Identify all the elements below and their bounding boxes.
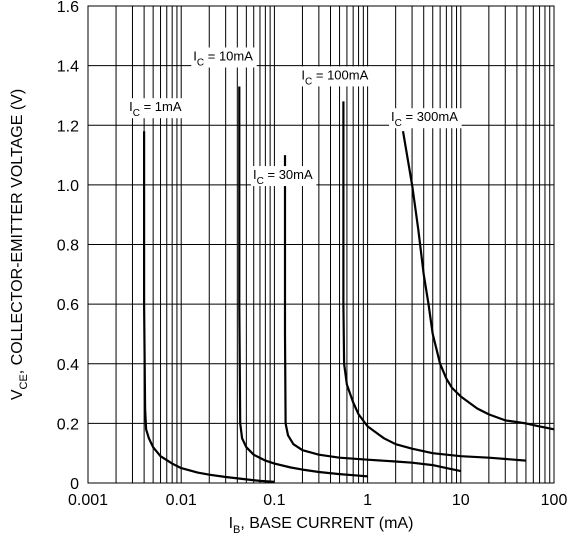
series-curve xyxy=(283,155,462,473)
y-tick-label: 0.2 xyxy=(57,416,79,433)
y-tick-label: 0.6 xyxy=(57,297,79,314)
plot-frame xyxy=(87,5,555,484)
curve-label-background xyxy=(127,98,186,119)
series-curve xyxy=(401,131,555,431)
x-tick-label: 1 xyxy=(363,492,372,509)
x-axis-title: IB, BASE CURRENT (mA) xyxy=(229,515,414,536)
series-curve xyxy=(143,131,275,483)
series-curve xyxy=(342,101,526,462)
y-tick-label: 0.4 xyxy=(57,357,79,374)
curves xyxy=(143,86,555,483)
y-tick-label: 0.8 xyxy=(57,238,79,255)
curve-label-background xyxy=(299,66,373,87)
curve-label-background xyxy=(191,47,257,68)
y-tick-label: 1.2 xyxy=(57,118,79,135)
curve-label-background xyxy=(251,166,317,187)
series-curve xyxy=(238,86,368,478)
y-tick-label: 1.6 xyxy=(57,0,79,16)
x-tick-label: 0.01 xyxy=(166,492,197,509)
grid xyxy=(87,5,554,484)
curve-label: IC = 1mA xyxy=(129,99,182,119)
x-tick-label: 0.001 xyxy=(68,492,108,509)
curve-label: IC = 30mA xyxy=(253,167,313,187)
curve-label-background xyxy=(389,108,462,129)
y-tick-label: 1.0 xyxy=(57,178,79,195)
curve-label: IC = 10mA xyxy=(193,48,253,68)
y-tick-label: 0 xyxy=(70,476,79,493)
y-axis-title: VCE, COLLECTOR-EMITTER VOLTAGE (V) xyxy=(9,89,30,400)
curve-label: IC = 100mA xyxy=(301,67,368,87)
x-tick-label: 0.1 xyxy=(263,492,285,509)
curve-labels: IC = 1mA IC = 10mA IC = 30mA IC = 100mA IC =… xyxy=(127,47,462,187)
curve-label: IC = 300mA xyxy=(391,109,458,129)
tick-labels: 0.001 0.01 0.1 1 10 100 0 0.2 0.4 0.6 0.8 1.0 1.2 1.4… xyxy=(57,0,568,509)
x-tick-label: 10 xyxy=(452,492,470,509)
x-tick-label: 100 xyxy=(541,492,568,509)
y-tick-label: 1.4 xyxy=(57,59,79,76)
